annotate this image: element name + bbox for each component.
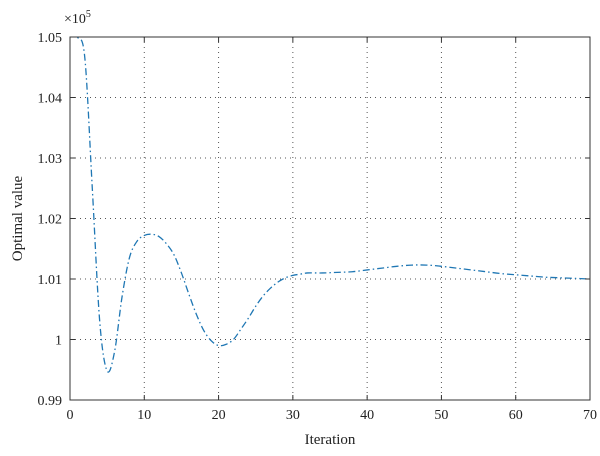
y-tick-label: 1.01 xyxy=(38,273,63,288)
y-multiplier-base: ×10 xyxy=(64,12,86,27)
y-multiplier-exponent: 5 xyxy=(86,9,91,20)
y-tick-label: 1 xyxy=(55,334,62,349)
y-tick-label: 0.99 xyxy=(38,394,63,409)
series-layer xyxy=(76,37,590,373)
y-tick-label: 1.04 xyxy=(38,92,63,107)
x-tick-label: 0 xyxy=(67,408,74,423)
x-tick-label: 70 xyxy=(583,408,597,423)
x-axis-label: Iteration xyxy=(305,432,356,448)
y-tick-label: 1.02 xyxy=(38,213,63,228)
y-tick-label: 1.03 xyxy=(38,152,63,167)
y-axis-label: Optimal value xyxy=(10,175,26,261)
y-tick-label: 1.05 xyxy=(38,31,63,46)
grid-lines xyxy=(70,37,590,400)
series-line xyxy=(76,37,590,373)
x-tick-label: 40 xyxy=(360,408,374,423)
y-axis-ticks: 0.99 1 1.01 1.02 1.03 1.04 1.05 xyxy=(38,31,590,409)
x-tick-label: 10 xyxy=(137,408,151,423)
y-axis-multiplier: ×105 xyxy=(64,9,91,27)
x-tick-label: 20 xyxy=(212,408,226,423)
x-tick-label: 50 xyxy=(434,408,448,423)
x-tick-label: 60 xyxy=(509,408,523,423)
x-tick-label: 30 xyxy=(286,408,300,423)
x-axis-ticks: 0 10 20 30 40 50 60 70 xyxy=(67,37,597,423)
